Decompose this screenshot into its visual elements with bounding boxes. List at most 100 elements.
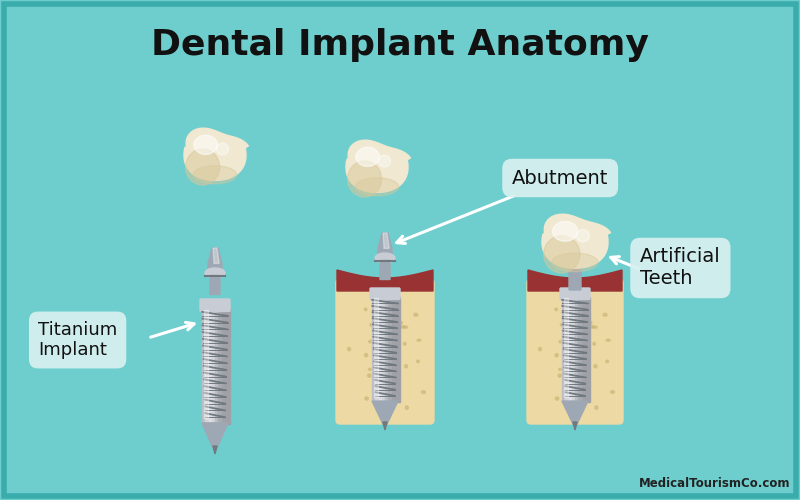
Ellipse shape — [393, 360, 395, 362]
Ellipse shape — [590, 322, 592, 324]
Bar — [585, 297, 590, 403]
Ellipse shape — [570, 376, 574, 378]
Ellipse shape — [538, 348, 542, 351]
Bar — [204, 310, 208, 418]
Ellipse shape — [593, 342, 595, 345]
Bar — [372, 297, 378, 403]
Ellipse shape — [544, 236, 580, 273]
Ellipse shape — [393, 340, 396, 342]
Ellipse shape — [414, 314, 418, 316]
Ellipse shape — [404, 326, 408, 328]
Bar — [569, 297, 574, 403]
Text: Artificial
Teeth: Artificial Teeth — [640, 248, 721, 288]
Polygon shape — [213, 446, 217, 454]
Bar — [374, 298, 378, 397]
Ellipse shape — [555, 397, 559, 400]
Ellipse shape — [390, 334, 394, 338]
Bar — [382, 297, 386, 403]
Ellipse shape — [369, 340, 372, 343]
Ellipse shape — [590, 326, 594, 328]
Bar — [378, 297, 383, 403]
Bar — [394, 297, 401, 403]
Ellipse shape — [367, 374, 371, 377]
Ellipse shape — [401, 326, 405, 328]
Polygon shape — [383, 233, 389, 248]
Bar — [215, 309, 220, 424]
Ellipse shape — [186, 149, 220, 185]
FancyBboxPatch shape — [210, 276, 220, 294]
Ellipse shape — [365, 354, 368, 357]
Polygon shape — [337, 270, 433, 291]
FancyBboxPatch shape — [560, 288, 590, 300]
Ellipse shape — [378, 155, 390, 167]
FancyBboxPatch shape — [380, 260, 390, 280]
FancyBboxPatch shape — [336, 279, 434, 424]
Ellipse shape — [422, 390, 426, 394]
Bar — [575, 297, 580, 403]
Polygon shape — [184, 128, 249, 180]
Bar — [209, 309, 214, 424]
Ellipse shape — [375, 253, 395, 263]
Ellipse shape — [603, 314, 607, 316]
Ellipse shape — [378, 366, 382, 368]
Text: Dental Implant Anatomy: Dental Implant Anatomy — [151, 28, 649, 62]
Ellipse shape — [379, 376, 383, 378]
Ellipse shape — [194, 166, 237, 184]
Ellipse shape — [400, 322, 402, 324]
Polygon shape — [542, 214, 610, 268]
Bar — [564, 298, 568, 397]
Polygon shape — [208, 248, 222, 270]
Ellipse shape — [606, 360, 609, 362]
Ellipse shape — [365, 397, 368, 400]
Ellipse shape — [417, 360, 419, 362]
Ellipse shape — [558, 368, 562, 370]
Ellipse shape — [565, 372, 570, 374]
Polygon shape — [562, 401, 588, 424]
Bar — [222, 309, 226, 424]
Polygon shape — [528, 270, 622, 291]
Ellipse shape — [417, 339, 421, 341]
Ellipse shape — [582, 360, 586, 362]
Ellipse shape — [594, 364, 597, 368]
Ellipse shape — [356, 147, 379, 167]
Ellipse shape — [355, 178, 398, 196]
Bar — [566, 297, 570, 403]
Polygon shape — [213, 248, 219, 264]
Ellipse shape — [403, 342, 406, 345]
Polygon shape — [378, 233, 392, 255]
Ellipse shape — [347, 161, 382, 197]
Ellipse shape — [606, 339, 610, 341]
Ellipse shape — [393, 360, 396, 362]
Ellipse shape — [364, 308, 367, 310]
Bar — [578, 297, 583, 403]
Ellipse shape — [586, 354, 588, 356]
Ellipse shape — [406, 406, 409, 409]
Bar — [218, 309, 223, 424]
Ellipse shape — [554, 308, 558, 310]
Ellipse shape — [570, 364, 574, 366]
Text: Abutment: Abutment — [512, 168, 608, 188]
Ellipse shape — [380, 364, 385, 366]
Ellipse shape — [205, 268, 225, 278]
Ellipse shape — [574, 359, 578, 362]
Ellipse shape — [582, 360, 586, 362]
Bar — [385, 297, 390, 403]
Ellipse shape — [347, 348, 350, 351]
Polygon shape — [372, 401, 398, 424]
Polygon shape — [202, 423, 228, 448]
Ellipse shape — [568, 366, 572, 368]
Ellipse shape — [194, 135, 218, 154]
Ellipse shape — [576, 230, 590, 242]
Bar — [582, 297, 586, 403]
FancyBboxPatch shape — [569, 266, 581, 290]
Ellipse shape — [578, 376, 582, 379]
Bar — [375, 297, 380, 403]
Ellipse shape — [405, 364, 407, 368]
Ellipse shape — [370, 324, 374, 326]
Bar — [388, 297, 393, 403]
Ellipse shape — [580, 334, 584, 338]
Polygon shape — [346, 140, 410, 192]
Text: MedicalTourismCo.com: MedicalTourismCo.com — [638, 477, 790, 490]
FancyBboxPatch shape — [527, 279, 623, 424]
Ellipse shape — [574, 328, 578, 331]
